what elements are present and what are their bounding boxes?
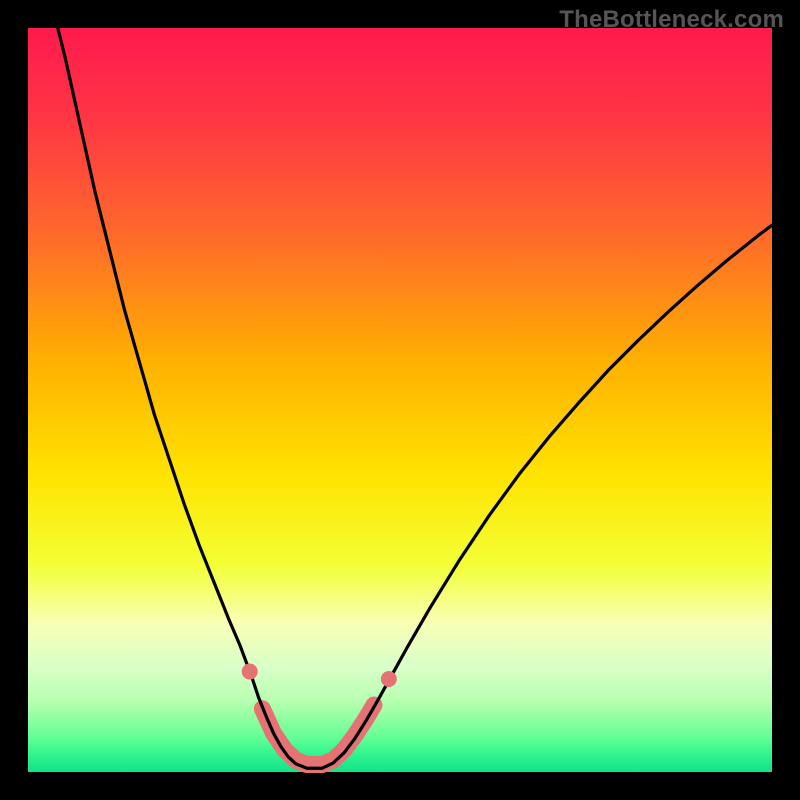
chart-container: { "canvas": { "width": 800, "height": 80… [0,0,800,800]
chart-svg [0,0,800,800]
highlight-dot [242,664,258,680]
highlight-dot [381,671,397,687]
watermark-text: TheBottleneck.com [559,6,784,34]
